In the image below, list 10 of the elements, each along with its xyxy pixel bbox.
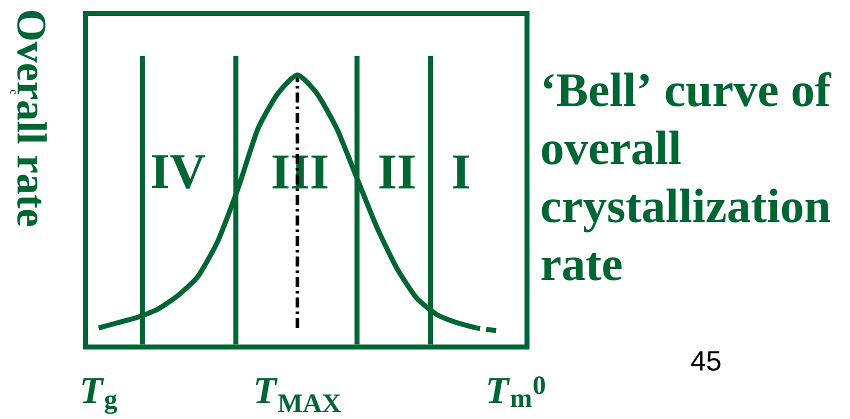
- annotation: IV: [152, 155, 206, 189]
- annotation: II: [379, 156, 415, 188]
- x-tick-label: T$_{g}$: [82, 378, 118, 414]
- text: ‘Bell’ curve of overall crystallization rate: [541, 72, 832, 280]
- text: 45: [691, 351, 720, 371]
- y-axis-title: Overall rate: [17, 11, 47, 226]
- x-tick-label: T$_{MAX}$: [256, 378, 341, 412]
- text: c: [10, 90, 16, 94]
- x-tick-label: T$_{m}$$^{0}$: [488, 376, 545, 407]
- annotation: I: [452, 156, 470, 188]
